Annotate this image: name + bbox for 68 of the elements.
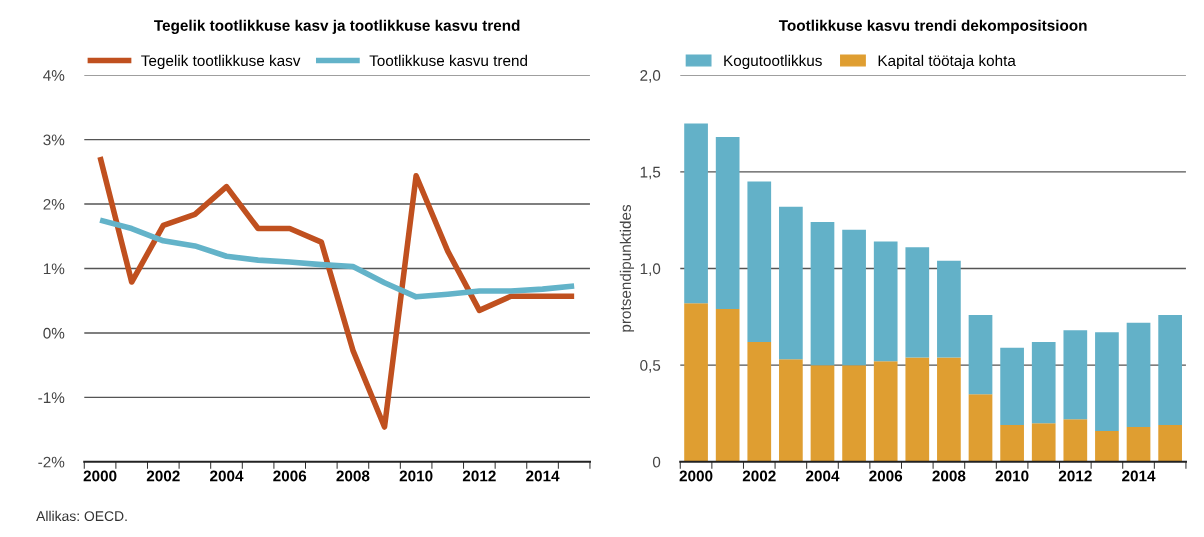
bar (1063, 330, 1088, 420)
bar (779, 206, 803, 360)
y-tick-label: 2% (43, 198, 65, 210)
y-tick-label: 4% (43, 70, 65, 81)
bar (937, 260, 961, 358)
bar (873, 241, 898, 362)
bar (1158, 314, 1182, 426)
bar (842, 229, 866, 366)
text: Allikas: OECD. (36, 510, 127, 522)
x-tick-label: 2014 (526, 470, 560, 482)
x-tick-label: 2004 (210, 470, 244, 482)
bar (1158, 425, 1182, 462)
y-tick-label: -1% (38, 392, 65, 404)
x-tick-label: 2000 (679, 470, 713, 482)
bar (968, 394, 993, 462)
bar (779, 359, 803, 462)
legend-label: Tootlikkuse kasvu trend (369, 54, 527, 67)
y-tick-label: 1% (43, 263, 65, 275)
legend-label: Kapital töötaja kohta (878, 54, 1016, 70)
bar (1031, 341, 1056, 424)
bar (1031, 423, 1056, 462)
chart-title: Tegelik tootlikkuse kasv ja tootlikkuse kasvu trend (154, 19, 520, 34)
x-tick-label: 2014 (1122, 470, 1156, 482)
y-tick-label: 0 (652, 456, 661, 468)
bar (1095, 332, 1119, 431)
x-tick-label: 2010 (399, 470, 433, 482)
x-tick-label: 2008 (336, 470, 370, 482)
bar (968, 314, 993, 395)
x-tick-label: 2008 (932, 470, 966, 482)
bar (715, 309, 740, 462)
x-tick-label: 2002 (742, 470, 776, 482)
x-tick-label: 2004 (806, 470, 840, 482)
y-tick-label: -2% (38, 456, 65, 468)
x-tick-label: 2010 (995, 470, 1029, 482)
bar (747, 181, 772, 342)
x-tick-label: 2012 (462, 470, 496, 482)
legend-label: Kogutootlikkus (724, 54, 822, 70)
x-tick-label: 2000 (83, 470, 117, 482)
bar (842, 365, 866, 462)
x-tick-label: 2006 (869, 470, 903, 482)
bar (873, 361, 898, 462)
legend-label: Tegelik tootlikkuse kasv (141, 54, 301, 70)
bar (1126, 427, 1151, 462)
bar (810, 222, 835, 366)
chart-title: Tootlikkuse kasvu trendi dekompositsioon (778, 19, 1087, 34)
x-tick-label: 2002 (146, 470, 180, 482)
bar (905, 247, 930, 358)
bar (937, 357, 961, 462)
bar (905, 357, 930, 462)
bar (1095, 430, 1119, 462)
y-tick-label: 1,0 (640, 263, 661, 276)
y-tick-label: 0,5 (640, 360, 661, 373)
bar (684, 303, 708, 462)
bar (1000, 425, 1024, 462)
bar (810, 365, 835, 462)
x-tick-label: 2012 (1058, 470, 1092, 482)
y-axis-title: protsendipunktides (619, 204, 635, 332)
bar (747, 341, 772, 462)
bar (715, 137, 740, 310)
y-tick-label: 1,5 (640, 166, 661, 180)
bar (1063, 419, 1088, 462)
y-tick-label: 3% (43, 134, 65, 146)
x-tick-label: 2006 (273, 470, 307, 482)
y-tick-label: 0% (43, 327, 65, 339)
bar (684, 123, 708, 304)
bar (1126, 322, 1151, 428)
y-tick-label: 2,0 (640, 70, 661, 83)
bar (1000, 347, 1024, 426)
